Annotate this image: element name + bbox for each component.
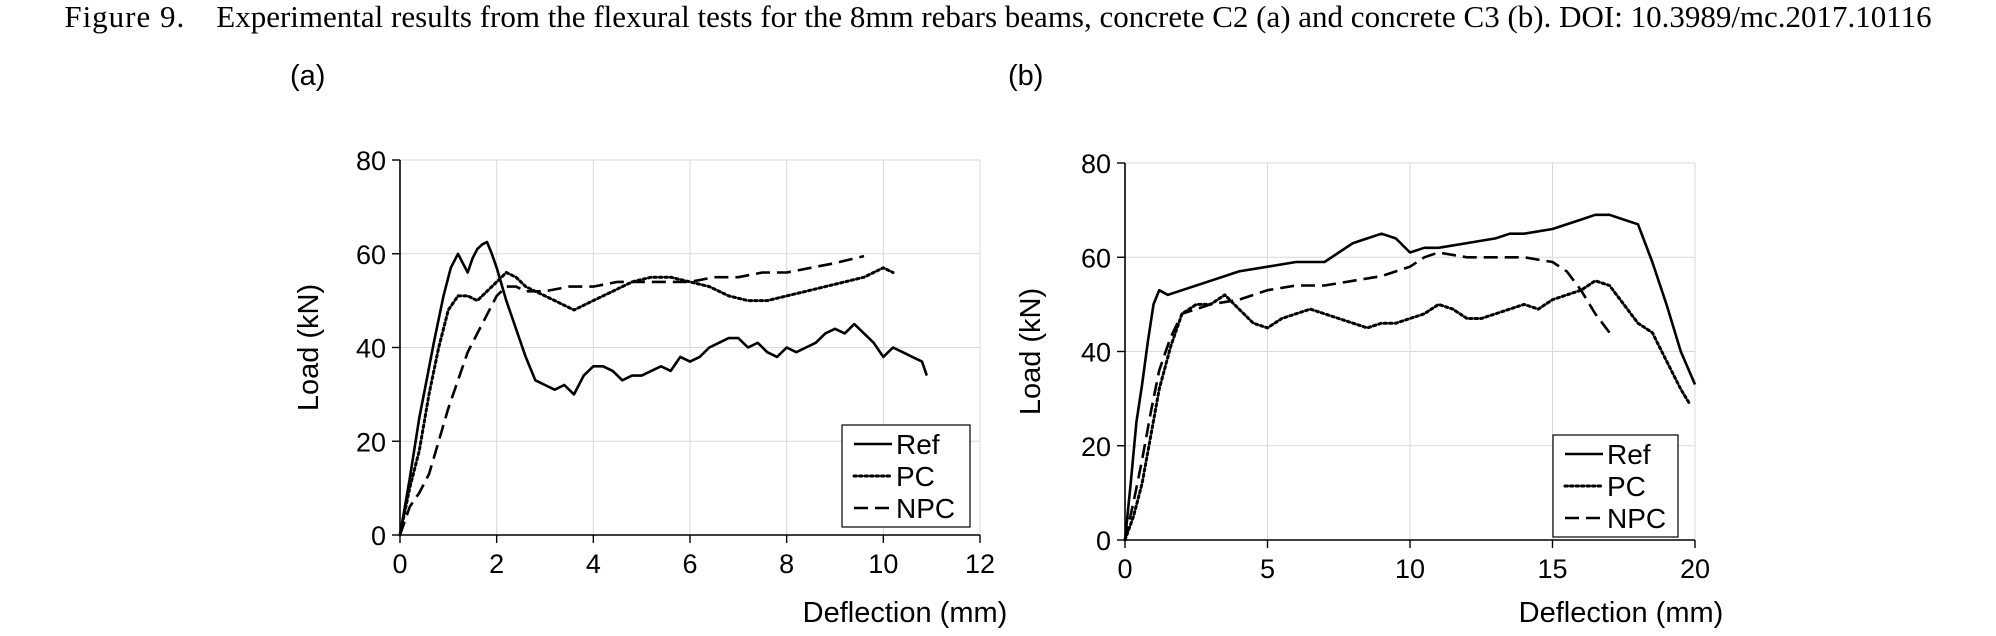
x-tick-label: 2 bbox=[489, 549, 504, 579]
y-tick-label: 60 bbox=[356, 240, 386, 270]
x-axis-label: Deflection (mm) bbox=[1519, 597, 1724, 629]
y-tick-label: 40 bbox=[356, 334, 386, 364]
series-line-ref bbox=[1123, 213, 1697, 541]
y-tick-label: 0 bbox=[371, 521, 386, 551]
figure-label: Figure 9. bbox=[64, 0, 186, 34]
x-tick-label: 20 bbox=[1680, 554, 1710, 584]
y-tick-label: 0 bbox=[1096, 526, 1111, 556]
legend-label-pc: PC bbox=[896, 461, 935, 492]
x-tick-label: 8 bbox=[779, 549, 794, 579]
figure-caption-text: Experimental results from the flexural t… bbox=[216, 0, 1932, 34]
x-axis-label: Deflection (mm) bbox=[803, 597, 1008, 629]
series-line-pc bbox=[398, 266, 895, 537]
x-tick-label: 10 bbox=[1395, 554, 1425, 584]
series-line-npc bbox=[1123, 251, 1611, 541]
x-tick-label: 15 bbox=[1537, 554, 1567, 584]
series-line-pc bbox=[1123, 279, 1691, 542]
panel-label-a: (a) bbox=[290, 60, 326, 92]
legend-label-ref: Ref bbox=[896, 429, 940, 460]
legend-label-npc: NPC bbox=[1607, 503, 1666, 534]
series-line-npc bbox=[398, 254, 865, 536]
x-tick-label: 0 bbox=[1117, 554, 1132, 584]
y-tick-label: 20 bbox=[1081, 432, 1111, 462]
legend-label-ref: Ref bbox=[1607, 439, 1651, 470]
series-line-ref bbox=[398, 240, 929, 536]
x-tick-label: 5 bbox=[1260, 554, 1275, 584]
legend-label-pc: PC bbox=[1607, 471, 1646, 502]
y-axis-label: Load (kN) bbox=[293, 284, 325, 411]
x-tick-label: 0 bbox=[392, 549, 407, 579]
panel-label-b: (b) bbox=[1008, 60, 1044, 92]
y-axis-label: Load (kN) bbox=[1015, 288, 1047, 415]
chart-a: 0 20 40 60 80 0 2 4 6 8 10 12 Deflection (mm) Load (k… bbox=[293, 146, 1007, 629]
x-tick-label: 6 bbox=[682, 549, 697, 579]
x-tick-label: 4 bbox=[586, 549, 601, 579]
x-tick-label: 10 bbox=[868, 549, 898, 579]
y-tick-label: 60 bbox=[1081, 243, 1111, 273]
legend-label-npc: NPC bbox=[896, 493, 955, 524]
x-tick-label: 12 bbox=[965, 549, 995, 579]
y-tick-label: 80 bbox=[1081, 149, 1111, 179]
y-tick-label: 20 bbox=[356, 427, 386, 457]
y-tick-label: 80 bbox=[356, 146, 386, 176]
y-tick-label: 40 bbox=[1081, 338, 1111, 368]
figure-caption: Figure 9. Experimental results from the … bbox=[0, 0, 1996, 33]
